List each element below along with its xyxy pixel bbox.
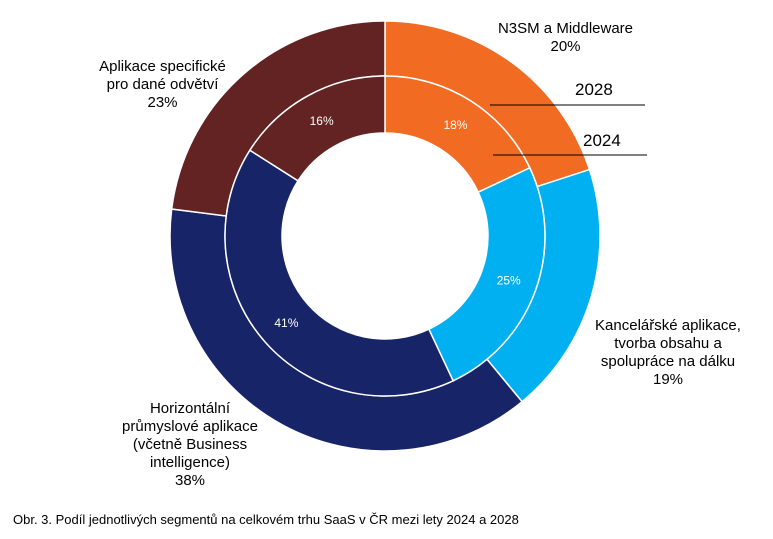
inner-label-horizontal: 41%: [274, 316, 298, 330]
label-n3sm-value: 20%: [550, 38, 581, 55]
year-leader-lines: [490, 104, 647, 156]
inner-label-n3sm: 18%: [443, 118, 467, 132]
label-specific-line2: pro dané odvětví: [106, 76, 219, 93]
label-specific-value: 23%: [147, 94, 178, 111]
label-office-line2: tvorba obsahu a: [614, 335, 722, 352]
label-office-line1: Kancelářské aplikace,: [595, 317, 741, 334]
label-horizontal: Horizontální průmyslové aplikace (včetně…: [100, 400, 280, 490]
inner-ring-2024: [224, 75, 546, 397]
label-n3sm-name: N3SM a Middleware: [497, 20, 634, 37]
year-2028: 2028: [575, 80, 613, 99]
label-horizontal-value: 38%: [174, 472, 206, 489]
figure-caption: Obr. 3. Podíl jednotlivých segmentů na c…: [13, 512, 519, 527]
inner-label-office: 25%: [497, 274, 521, 288]
inner-label-specific: 16%: [310, 114, 334, 128]
label-n3sm: N3SM a Middleware 20%: [478, 20, 653, 56]
label-horizontal-line2: průmyslové aplikace: [122, 418, 258, 435]
label-horizontal-line4: intelligence): [149, 454, 231, 471]
label-specific: Aplikace specifické pro dané odvětví 23%: [80, 58, 245, 112]
inner-slice-horizontal: [224, 149, 455, 397]
label-horizontal-line1: Horizontální: [149, 400, 231, 417]
inner-ring-labels: 18% 25% 41% 16%: [274, 114, 521, 330]
label-office: Kancelářské aplikace, tvorba obsahu a sp…: [583, 317, 753, 389]
year-2024: 2024: [583, 131, 621, 150]
outer-ring-2028: [169, 20, 601, 452]
label-horizontal-line3: (včetně Business: [132, 436, 248, 453]
label-office-line3: spolupráce na dálku: [600, 353, 736, 370]
label-office-value: 19%: [652, 371, 684, 388]
inner-slice-specific: [248, 75, 386, 182]
label-specific-line1: Aplikace specifické: [99, 58, 226, 75]
